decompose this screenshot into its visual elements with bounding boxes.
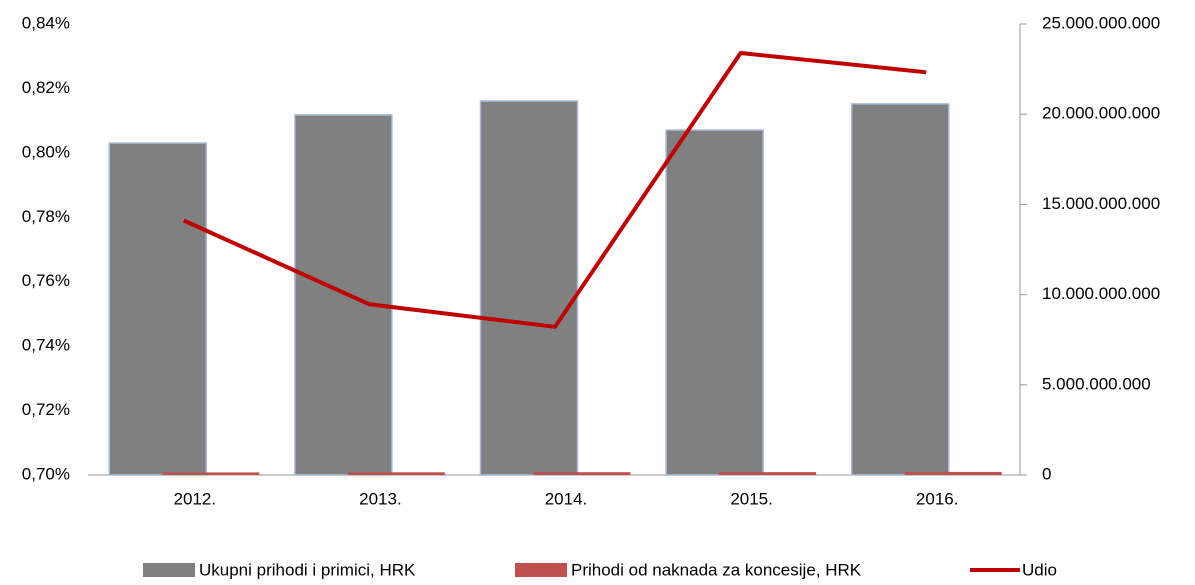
y-tick-label: 0,70% — [22, 464, 70, 483]
line — [182, 50, 927, 329]
x-tick-label: 2014. — [545, 489, 588, 508]
x-tick-label: 2013. — [359, 489, 402, 508]
x-tick-label: 2015. — [730, 489, 773, 508]
bar — [665, 129, 764, 476]
y-tick-label: 0,76% — [22, 271, 70, 290]
bar — [294, 114, 393, 476]
legend-label: Prihodi od naknada za koncesije, HRK — [571, 560, 862, 579]
y-tick-label: 0,84% — [22, 13, 70, 32]
y2-tick-label: 5.000.000.000 — [1042, 374, 1151, 393]
bar — [479, 100, 579, 476]
legend-label: Ukupni prihodi i primici, HRK — [199, 560, 416, 579]
bar — [850, 103, 950, 476]
x-tick-label: 2012. — [174, 489, 217, 508]
bar — [347, 472, 445, 475]
y-tick-label: 0,78% — [22, 207, 70, 226]
y2-tick-label: 10.000.000.000 — [1042, 284, 1160, 303]
legend-label: Udio — [1022, 560, 1057, 579]
bar — [108, 142, 208, 476]
y2-tick-label: 25.000.000.000 — [1042, 13, 1160, 32]
y-tick-label: 0,72% — [22, 400, 70, 419]
bar — [904, 471, 1002, 475]
y2-tick-label: 20.000.000.000 — [1042, 104, 1160, 123]
y2-tick-label: 15.000.000.000 — [1042, 194, 1160, 213]
y2-tick-label: 0 — [1042, 464, 1051, 483]
bar — [162, 472, 260, 475]
y-tick-label: 0,80% — [22, 142, 70, 161]
bar — [533, 472, 631, 475]
legend-swatch — [143, 563, 195, 577]
x-tick-label: 2016. — [916, 489, 959, 508]
legend-swatch — [515, 563, 567, 577]
bar — [719, 472, 817, 475]
y-tick-label: 0,82% — [22, 78, 70, 97]
y-tick-label: 0,74% — [22, 336, 70, 355]
